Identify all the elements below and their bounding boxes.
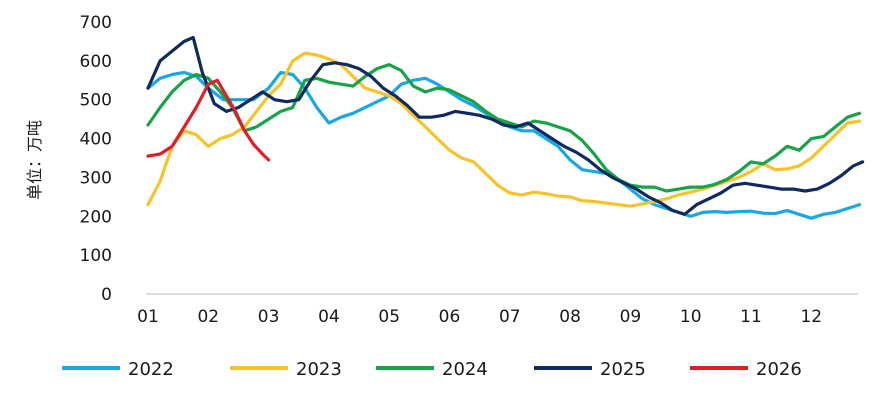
x-tick-label: 08 (559, 307, 581, 327)
series-line-2024 (146, 63, 862, 193)
series-lines (146, 35, 865, 220)
legend-label-2023: 2023 (296, 359, 342, 380)
series-line-2026 (146, 78, 271, 162)
legend-label-2025: 2025 (600, 359, 646, 380)
x-tick-label: 05 (378, 307, 400, 327)
y-axis-ticks: 0 100 200 300 400 500 600 700 (80, 13, 112, 305)
legend: 2022 2023 2024 2025 2026 (62, 359, 802, 380)
x-tick-label: 06 (439, 307, 461, 327)
x-tick-label: 04 (318, 307, 340, 327)
x-tick-label: 03 (258, 307, 280, 327)
y-tick-label: 500 (80, 91, 112, 111)
x-tick-label: 07 (499, 307, 521, 327)
y-tick-label: 700 (80, 13, 112, 33)
legend-label-2024: 2024 (442, 359, 488, 380)
legend-label-2026: 2026 (756, 359, 802, 380)
x-axis-ticks: 01 02 03 04 05 06 07 08 09 10 11 12 (137, 307, 822, 327)
x-tick-label: 11 (740, 307, 762, 327)
y-tick-label: 0 (101, 285, 112, 305)
x-tick-label: 09 (620, 307, 642, 327)
series-line-2023 (146, 51, 862, 208)
y-tick-label: 100 (80, 246, 112, 266)
series-line-2025 (146, 35, 865, 216)
y-axis-label: 单位：万吨 (25, 120, 44, 200)
legend-label-2022: 2022 (128, 359, 174, 380)
y-tick-label: 400 (80, 130, 112, 150)
x-tick-label: 12 (800, 307, 822, 327)
y-tick-label: 200 (80, 207, 112, 227)
x-tick-label: 01 (137, 307, 159, 327)
y-tick-label: 300 (80, 168, 112, 188)
x-tick-label: 10 (680, 307, 702, 327)
x-tick-label: 02 (197, 307, 219, 327)
y-tick-label: 600 (80, 52, 112, 72)
